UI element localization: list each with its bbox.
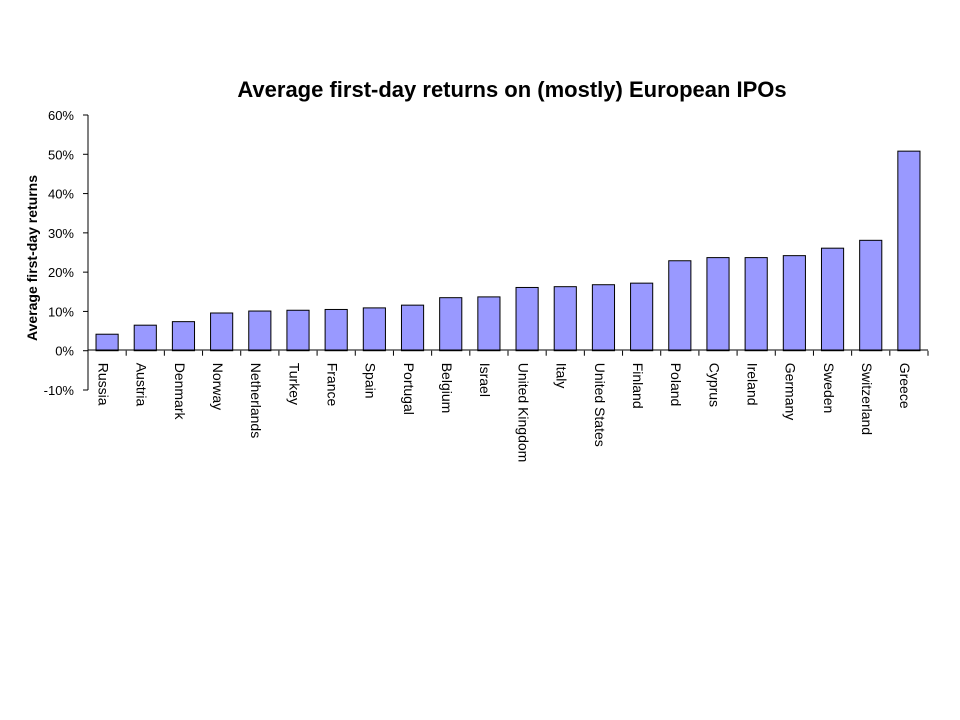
x-tick-label: France [324,363,340,407]
bar-united-states [591,284,616,352]
x-tick-label: Netherlands [248,363,264,439]
x-tick-label: Denmark [172,363,188,421]
x-tick-label: Israel [477,363,493,397]
x-tick-label: Switzerland [859,363,875,435]
x-tick-label: United Kingdom [515,363,531,463]
chart-title: Average first-day returns on (mostly) Eu… [237,77,786,102]
x-tick-label: Russia [95,363,111,406]
bar-austria [133,324,157,352]
x-tick-label: Poland [668,363,684,407]
bar-ireland [744,257,768,352]
x-tick-label: Greece [897,363,913,409]
bar-sweden [820,247,845,352]
x-tick-label: Norway [210,363,226,410]
bar-finland [630,282,654,352]
bar-switzerland [859,239,883,352]
x-tick-label: Spain [363,363,379,399]
y-tick-label: 60% [48,108,74,123]
bar-norway [210,312,234,352]
y-tick-label: 40% [48,187,74,202]
bar-united-kingdom [515,286,539,352]
x-tick-label: Belgium [439,363,455,414]
bar-cyprus [706,257,730,352]
y-axis-label: Average first-day returns [24,175,40,341]
y-tick-label: 30% [48,226,74,241]
bar-belgium [439,297,463,352]
x-tick-label: Ireland [744,363,760,406]
y-tick-label: 50% [48,147,74,162]
y-tick-label: 20% [48,265,74,280]
x-tick-label: Italy [554,363,570,389]
bar-denmark [171,321,196,352]
bar-portugal [400,304,425,352]
x-tick-label: Austria [134,363,150,407]
bar-greece [897,150,921,352]
bar-poland [668,260,692,352]
bar-netherlands [248,310,272,352]
bar-russia [95,333,119,352]
x-tick-label: Portugal [401,363,417,415]
bar-germany [782,255,806,352]
x-axis-ticks: Russia Austria Denmark Norway Netherlands Tur… [95,350,929,463]
bar-turkey [286,309,310,352]
x-tick-label: Turkey [286,363,302,405]
y-tick-label: 0% [55,344,74,359]
x-tick-label: Cyprus [706,363,722,407]
bar-france [324,308,348,352]
y-tick-label: 10% [48,304,74,319]
y-tick-label: -10% [44,383,75,398]
bar-israel [477,296,501,352]
y-axis-ticks: -10% 0% 10% 20% 30% 40% 50% 60% [44,108,88,398]
x-tick-label: Germany [783,363,799,421]
bar-italy [553,286,577,352]
bars [95,150,921,352]
x-tick-label: Finland [630,363,646,409]
bar-spain [362,307,386,352]
x-tick-label: Sweden [821,363,837,414]
x-tick-label: United States [592,363,608,447]
